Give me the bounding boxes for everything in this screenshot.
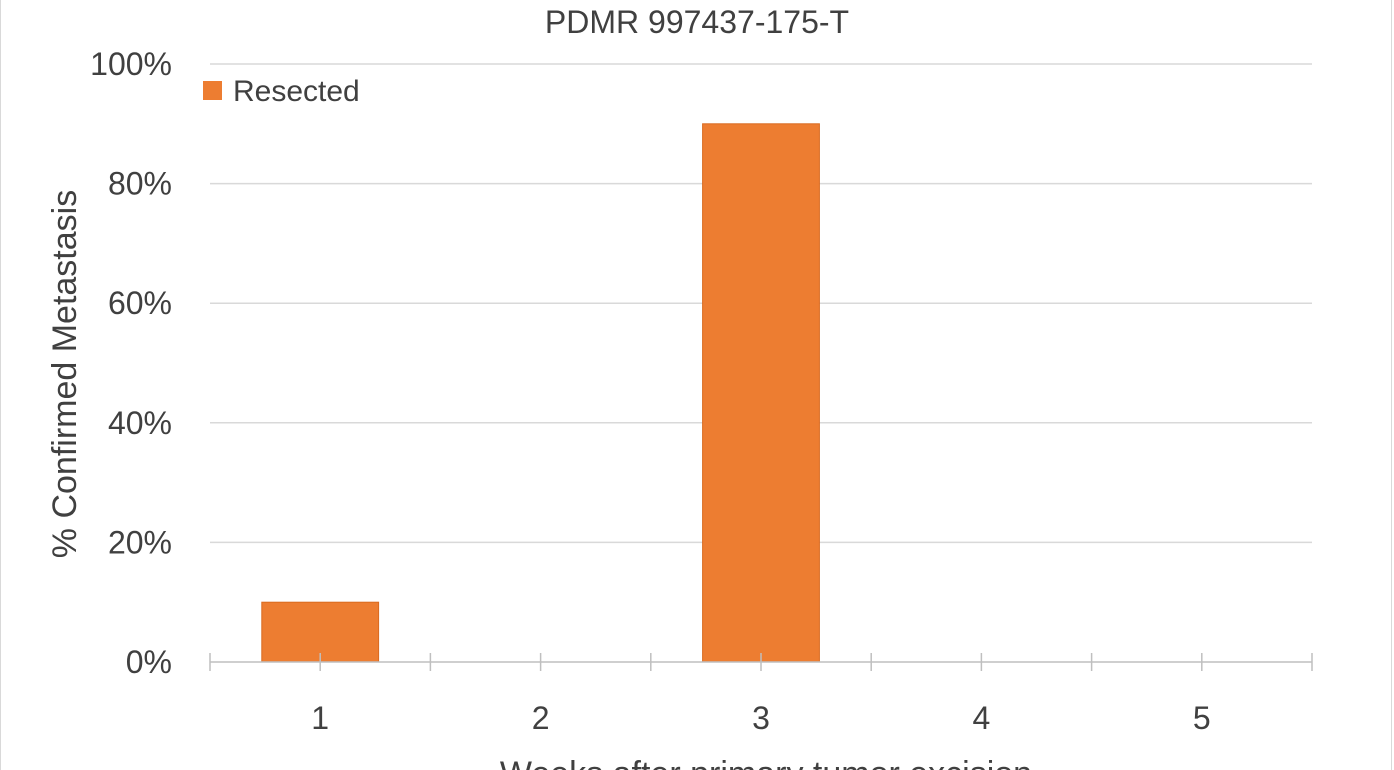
y-tick-label: 20% [108,524,172,560]
chart-title: PDMR 997437-175-T [545,4,849,40]
x-tick-labels: 1 2 3 4 5 [311,700,1210,736]
x-tick-label: 5 [1193,700,1211,736]
x-tick-label: 3 [752,700,770,736]
y-tick-label: 80% [108,166,172,202]
y-tick-label: 0% [126,644,172,680]
x-tick-label: 2 [532,700,550,736]
x-axis-label: Weeks after primary tumor excision [500,755,1032,770]
legend-swatch [203,81,222,100]
x-tick-label: 4 [973,700,991,736]
y-tick-label: 60% [108,285,172,321]
y-tick-label: 40% [108,405,172,441]
bar [702,123,820,663]
legend-label-resected: Resected [233,75,360,108]
x-tick-label: 1 [311,700,329,736]
x-axis [209,653,1313,671]
legend: Resected [203,75,360,108]
bar [261,601,380,663]
y-tick-labels: 0% 20% 40% 60% 80% 100% [90,46,172,680]
y-axis-label: % Confirmed Metastasis [46,190,84,558]
y-tick-label: 100% [90,46,172,82]
bars [261,123,820,663]
